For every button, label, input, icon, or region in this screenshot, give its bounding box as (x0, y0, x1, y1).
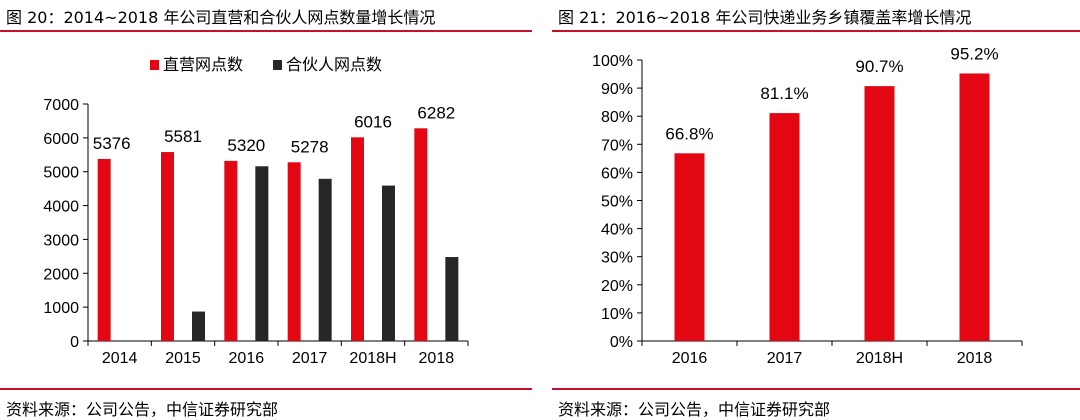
data-label: 66.8% (665, 124, 713, 143)
y-tick-label: 20% (601, 278, 633, 295)
y-tick-label: 10% (601, 306, 633, 323)
legend-swatch (273, 60, 283, 70)
data-label: 81.1% (760, 84, 808, 103)
legend-swatch (150, 60, 159, 70)
x-tick-label: 2018H (349, 350, 396, 367)
data-label: 5320 (227, 136, 265, 155)
title-rule (0, 30, 532, 32)
y-tick-label: 60% (601, 165, 633, 182)
bar-primary (864, 86, 895, 341)
y-tick-label: 40% (601, 222, 633, 239)
bar-secondary (318, 178, 332, 341)
y-tick-label: 1000 (43, 300, 79, 317)
bar-secondary (255, 166, 269, 341)
y-tick-label: 5000 (43, 165, 79, 182)
source-rule (0, 388, 532, 390)
legend-label: 合伙人网点数 (286, 56, 382, 74)
y-tick-label: 70% (601, 137, 633, 154)
data-label: 95.2% (950, 44, 998, 63)
chart-title: 图 21：2016~2018 年公司快递业务乡镇覆盖率增长情况 (558, 8, 972, 27)
y-tick-label: 0 (70, 334, 79, 351)
bar-primary (161, 152, 174, 341)
chart-title: 图 20：2014~2018 年公司直营和合伙人网点数量增长情况 (6, 8, 436, 27)
y-tick-label: 80% (601, 109, 633, 126)
outlet-count-chart: 0 1000 2000 3000 4000 5000 6000 7000 2014 2015 201… (43, 56, 469, 367)
source-note: 资料来源：公司公告，中信证券研究部 (558, 400, 831, 419)
chart-panel-left: 图 20：2014~2018 年公司直营和合伙人网点数量增长情况 0 1000 20… (0, 0, 532, 420)
bar-secondary (192, 311, 205, 341)
y-tick-label: 4000 (43, 199, 79, 216)
y-tick-label: 3000 (43, 232, 79, 249)
bar-primary (351, 137, 364, 341)
y-tick-label: 2000 (43, 266, 79, 283)
legend-label: 直营网点数 (163, 56, 243, 74)
bar-primary (959, 73, 990, 341)
coverage-rate-chart: 0% 10% 20% 30% 40% 50% 60% 70% 80% 90% 100% 2016 201… (592, 44, 1023, 367)
data-label: 5376 (93, 134, 131, 153)
bar-secondary (382, 185, 395, 341)
data-label: 90.7% (855, 57, 903, 76)
bar-primary (769, 113, 800, 341)
bar-primary (287, 162, 301, 341)
y-tick-label: 50% (601, 194, 633, 211)
y-tick-label: 100% (592, 53, 633, 70)
bar-primary (414, 128, 428, 341)
y-tick-label: 30% (601, 250, 633, 267)
x-tick-label: 2017 (767, 350, 803, 367)
x-tick-label: 2018 (957, 350, 993, 367)
y-tick-label: 90% (601, 81, 633, 98)
x-tick-label: 2014 (102, 350, 138, 367)
data-label: 6016 (354, 112, 392, 131)
y-tick-label: 6000 (43, 131, 79, 148)
y-tick-label: 0% (610, 334, 633, 351)
bar-primary (97, 158, 111, 341)
bar-primary (674, 153, 705, 341)
bar-secondary (445, 257, 459, 341)
x-tick-label: 2018H (856, 350, 903, 367)
bar-primary (224, 160, 238, 341)
x-tick-label: 2016 (672, 350, 708, 367)
source-note: 资料来源：公司公告，中信证券研究部 (6, 400, 279, 419)
chart-panel-right: 图 21：2016~2018 年公司快递业务乡镇覆盖率增长情况 0% 10% 20%… (552, 0, 1080, 420)
x-tick-label: 2017 (292, 350, 328, 367)
title-rule (552, 30, 1080, 32)
x-tick-label: 2015 (165, 350, 201, 367)
x-tick-label: 2016 (229, 350, 265, 367)
x-tick-label: 2018 (419, 350, 455, 367)
source-rule (552, 388, 1080, 390)
y-tick-label: 7000 (43, 97, 79, 114)
data-label: 5278 (291, 137, 329, 156)
data-label: 5581 (164, 127, 202, 146)
data-label: 6282 (417, 103, 455, 122)
